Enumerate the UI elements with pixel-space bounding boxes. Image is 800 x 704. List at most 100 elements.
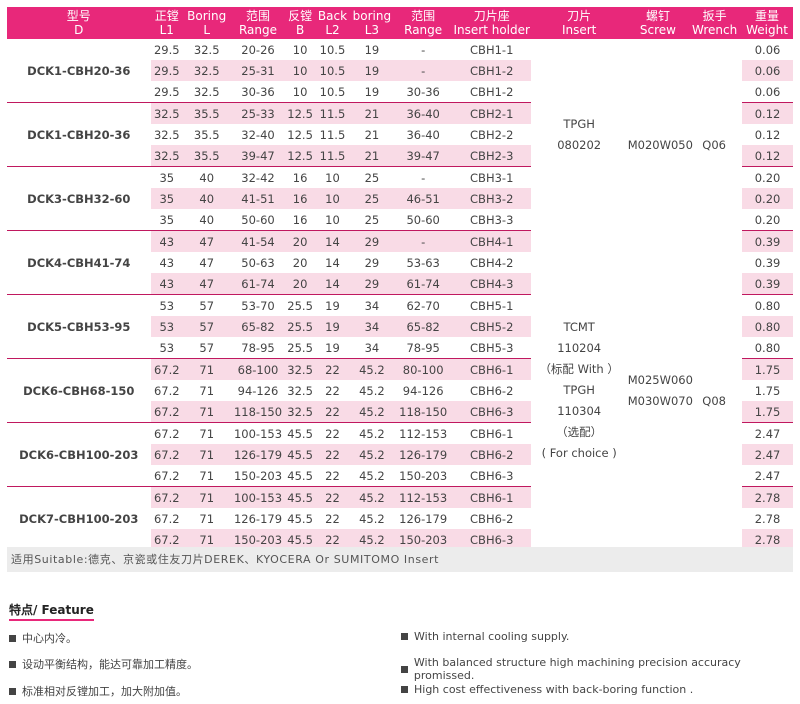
data-cell: CBH4-1 bbox=[452, 230, 531, 252]
data-cell: 67.2 bbox=[150, 444, 183, 465]
data-cell: 34 bbox=[364, 298, 380, 313]
data-cell: 71 bbox=[182, 401, 231, 423]
data-cell: 71 bbox=[199, 383, 215, 398]
table-row: 67.2 71 94-126 32.5 22 45.2 94-126 CBH6-2 1.75 bbox=[7, 380, 793, 401]
data-cell: 25 bbox=[364, 170, 380, 185]
table-row: 67.2 71 150-203 45.5 22 45.2 150-203 CBH6-3 2.78 bbox=[7, 529, 793, 551]
data-cell: 45.5 bbox=[287, 426, 313, 441]
column-header: 刀片座 Insert holder bbox=[452, 7, 531, 39]
data-cell: CBH4-3 bbox=[452, 273, 531, 295]
data-cell: 10.5 bbox=[319, 42, 346, 57]
data-cell: 80-100 bbox=[393, 358, 453, 380]
square-bullet-icon bbox=[401, 686, 408, 693]
data-cell: 46-51 bbox=[393, 188, 453, 209]
data-cell: 29 bbox=[364, 255, 380, 270]
column-header: 型号 D bbox=[7, 7, 151, 39]
table-row: 67.2 71 118-150 32.5 22 45.2 118-150 CBH6-3 1.75 bbox=[7, 401, 793, 423]
data-cell: 20 bbox=[285, 230, 315, 252]
feature-text: 中心内冷。 bbox=[22, 632, 77, 645]
table-row: DCK1-CBH20-36 32.5 35.5 25-33 12.5 11.5 21 36-4… bbox=[7, 102, 793, 167]
weight-cell: 0.80 bbox=[740, 294, 793, 316]
header-cn: 正镗 bbox=[154, 9, 179, 23]
data-cell: 29 bbox=[350, 273, 394, 295]
header-en: L1 bbox=[159, 23, 174, 37]
square-bullet-icon bbox=[9, 660, 16, 668]
data-cell: 10 bbox=[285, 60, 315, 81]
feature-title: 特点/ Feature bbox=[9, 601, 94, 621]
feature-text: With internal cooling supply. bbox=[414, 630, 570, 643]
data-cell: CBH6-2 bbox=[470, 511, 514, 526]
data-cell: 19 bbox=[350, 81, 394, 103]
screw-text: M020W050 bbox=[627, 137, 693, 152]
data-cell: 118-150 bbox=[230, 401, 286, 423]
data-cell: 10.5 bbox=[314, 60, 351, 81]
data-cell: 32.5 bbox=[150, 145, 183, 167]
data-cell: 32.5 bbox=[285, 401, 315, 423]
data-cell: 57 bbox=[182, 337, 231, 359]
header-cn: 扳手 bbox=[702, 9, 727, 23]
data-cell: 32.5 bbox=[182, 60, 231, 81]
table-row: DCK4-CBH41-74 43 47 41-54 20 14 29- CBH4-1 TCMT 1… bbox=[7, 230, 793, 551]
data-cell: 16 bbox=[292, 170, 308, 185]
column-header: 重量 Weight bbox=[741, 7, 793, 39]
feature-item-cn: 设动平衡结构，能达可靠加工精度。 bbox=[9, 656, 198, 672]
data-cell: 112-153 bbox=[399, 426, 448, 441]
data-cell: 62-70 bbox=[406, 298, 440, 313]
table-row: DCK7-CBH100-203 67.2 71 100-153 45.5 22 45.2 11… bbox=[7, 486, 793, 551]
data-cell: 68-100 bbox=[230, 358, 286, 380]
feature-item-en: With internal cooling supply. bbox=[401, 630, 569, 643]
weight-cell: 2.78 bbox=[740, 508, 793, 529]
data-cell: 94-126 bbox=[237, 383, 279, 398]
weight-cell: 2.47 bbox=[740, 444, 793, 465]
data-cell: CBH6-3 bbox=[452, 529, 531, 551]
weight-cell: 0.12 bbox=[740, 145, 793, 167]
data-cell: CBH1-2 bbox=[452, 60, 531, 81]
data-cell: 16 bbox=[285, 209, 315, 231]
data-cell: 36-40 bbox=[406, 127, 440, 142]
feature-item-en: With balanced structure high machining p… bbox=[401, 656, 800, 682]
column-header: 正镗 L1 bbox=[150, 7, 183, 39]
data-cell: 53-63 bbox=[406, 255, 440, 270]
data-cell: 12.5 bbox=[287, 127, 313, 142]
table-row: 32.5 35.5 39-47 12.5 11.5 21 39-47 CBH2-3 0.12 bbox=[7, 145, 793, 167]
data-cell: CBH6-3 bbox=[452, 401, 531, 423]
data-cell: 65-82 bbox=[230, 316, 286, 337]
data-cell: 65-82 bbox=[393, 316, 453, 337]
data-cell: 35 bbox=[150, 188, 183, 209]
data-cell: CBH3-1 bbox=[470, 170, 514, 185]
table-row: 53 57 78-95 25.5 19 34 78-95 CBH5-3 0.80 bbox=[7, 337, 793, 359]
weight-cell: 0.06 bbox=[740, 81, 793, 103]
data-cell: 45.2 bbox=[359, 426, 385, 441]
data-cell: 118-150 bbox=[393, 401, 453, 423]
data-cell: 126-179 bbox=[399, 511, 448, 526]
weight-cell: 1.75 bbox=[740, 358, 793, 380]
data-cell: 19 bbox=[364, 42, 380, 57]
data-cell: 150-203 bbox=[393, 529, 453, 551]
data-cell: 34 bbox=[350, 316, 394, 337]
data-cell: 150-203 bbox=[230, 465, 286, 487]
data-cell: 20 bbox=[285, 273, 315, 295]
weight-cell: 2.78 bbox=[740, 529, 793, 551]
data-cell: 71 bbox=[182, 529, 231, 551]
data-cell: 45.2 bbox=[350, 486, 394, 508]
model-cell: DCK1-CBH20-36 bbox=[7, 102, 151, 167]
header-en: D bbox=[74, 23, 84, 37]
insert-text: TCMT bbox=[563, 320, 595, 334]
weight-cell: 0.39 bbox=[740, 273, 793, 295]
data-cell: 45.2 bbox=[350, 358, 394, 380]
data-cell: 22 bbox=[325, 511, 340, 526]
data-cell: 32.5 bbox=[287, 383, 313, 398]
data-cell: 126-179 bbox=[230, 444, 286, 465]
column-header: 螺钉 Screw bbox=[627, 7, 689, 39]
data-cell: 53-70 bbox=[241, 298, 275, 313]
data-cell: 10 bbox=[292, 42, 308, 57]
data-cell: 35 bbox=[159, 170, 175, 185]
data-cell: 47 bbox=[199, 255, 215, 270]
header-en: Insert bbox=[561, 23, 597, 37]
data-cell: 50-63 bbox=[241, 255, 275, 270]
weight-cell: 0.06 bbox=[740, 39, 793, 60]
data-cell: 25 bbox=[350, 209, 394, 231]
weight-cell: 2.78 bbox=[740, 486, 793, 508]
data-cell: 25 bbox=[350, 188, 394, 209]
header-en: Weight bbox=[746, 23, 788, 37]
